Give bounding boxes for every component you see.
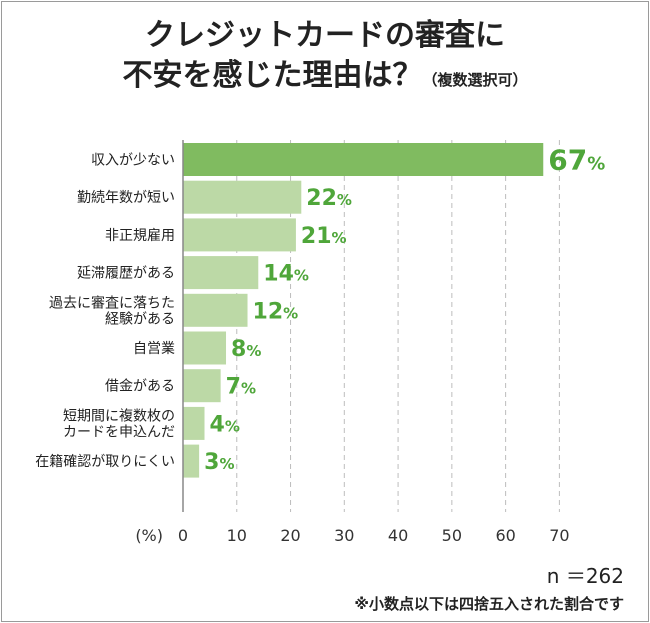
bars: 収入が少ない 67% 勤続年数が短い 22% 非正規雇用 21% 延滞履歴がある 14% 過去に… (35, 143, 605, 478)
value-label-7: 7% (226, 375, 256, 400)
value-label-9: 3% (204, 450, 234, 475)
bar-3 (183, 218, 296, 252)
value-label-5: 12% (253, 299, 299, 324)
chart-title-main: 不安を感じた理由は？ (122, 58, 423, 93)
bar-7 (183, 369, 221, 403)
grid-lines (236, 140, 560, 512)
category-label-4: 延滞履歴がある (77, 266, 175, 282)
category-label-8: 短期間に複数枚のカードを申込んだ (63, 407, 175, 440)
category-label-5: 過去に審査に落ちた経験がある (49, 295, 175, 327)
bar-2 (183, 180, 302, 214)
category-label-6: 自営業 (133, 341, 175, 357)
chart-title-sub: （複数選択可） (422, 71, 528, 89)
chart-title-line1: クレジットカードの審査に (145, 18, 505, 53)
category-label-2: 勤続年数が短い (77, 189, 175, 206)
x-tick-label: 60 (495, 526, 515, 545)
x-tick-label: 30 (334, 526, 354, 545)
chart-title-line2: 不安を感じた理由は？（複数選択可） (0, 58, 650, 98)
value-label-1: 67% (548, 144, 605, 177)
category-label-1: 収入が少ない (91, 153, 175, 169)
rounding-note: ※小数点以下は四捨五入された割合です (354, 595, 624, 613)
value-label-4: 14% (263, 262, 309, 287)
value-label-3: 21% (301, 224, 347, 249)
value-label-8: 4% (210, 412, 240, 437)
x-tick-label: 50 (442, 526, 462, 545)
bar-1 (183, 143, 544, 176)
x-tick-label: 10 (227, 526, 247, 545)
bar-6 (183, 331, 227, 365)
sample-size: n ＝262 (546, 564, 624, 588)
x-tick-label: 0 (178, 526, 188, 545)
value-label-6: 8% (231, 337, 261, 362)
bar-5 (183, 293, 248, 327)
category-label-9: 在籍確認が取りにくい (35, 453, 175, 470)
x-tick-label: 40 (388, 526, 408, 545)
bar-9 (183, 444, 200, 478)
bar-8 (183, 406, 205, 440)
value-label-2: 22% (306, 186, 352, 211)
x-axis: 0 10 20 30 40 50 60 70 (%) (135, 140, 570, 545)
category-label-3: 非正規雇用 (105, 227, 175, 244)
x-tick-label: 20 (280, 526, 300, 545)
x-tick-label: 70 (549, 526, 569, 545)
category-label-7: 借金がある (105, 379, 175, 395)
bar-4 (183, 256, 259, 290)
x-axis-label: (%) (135, 526, 163, 545)
